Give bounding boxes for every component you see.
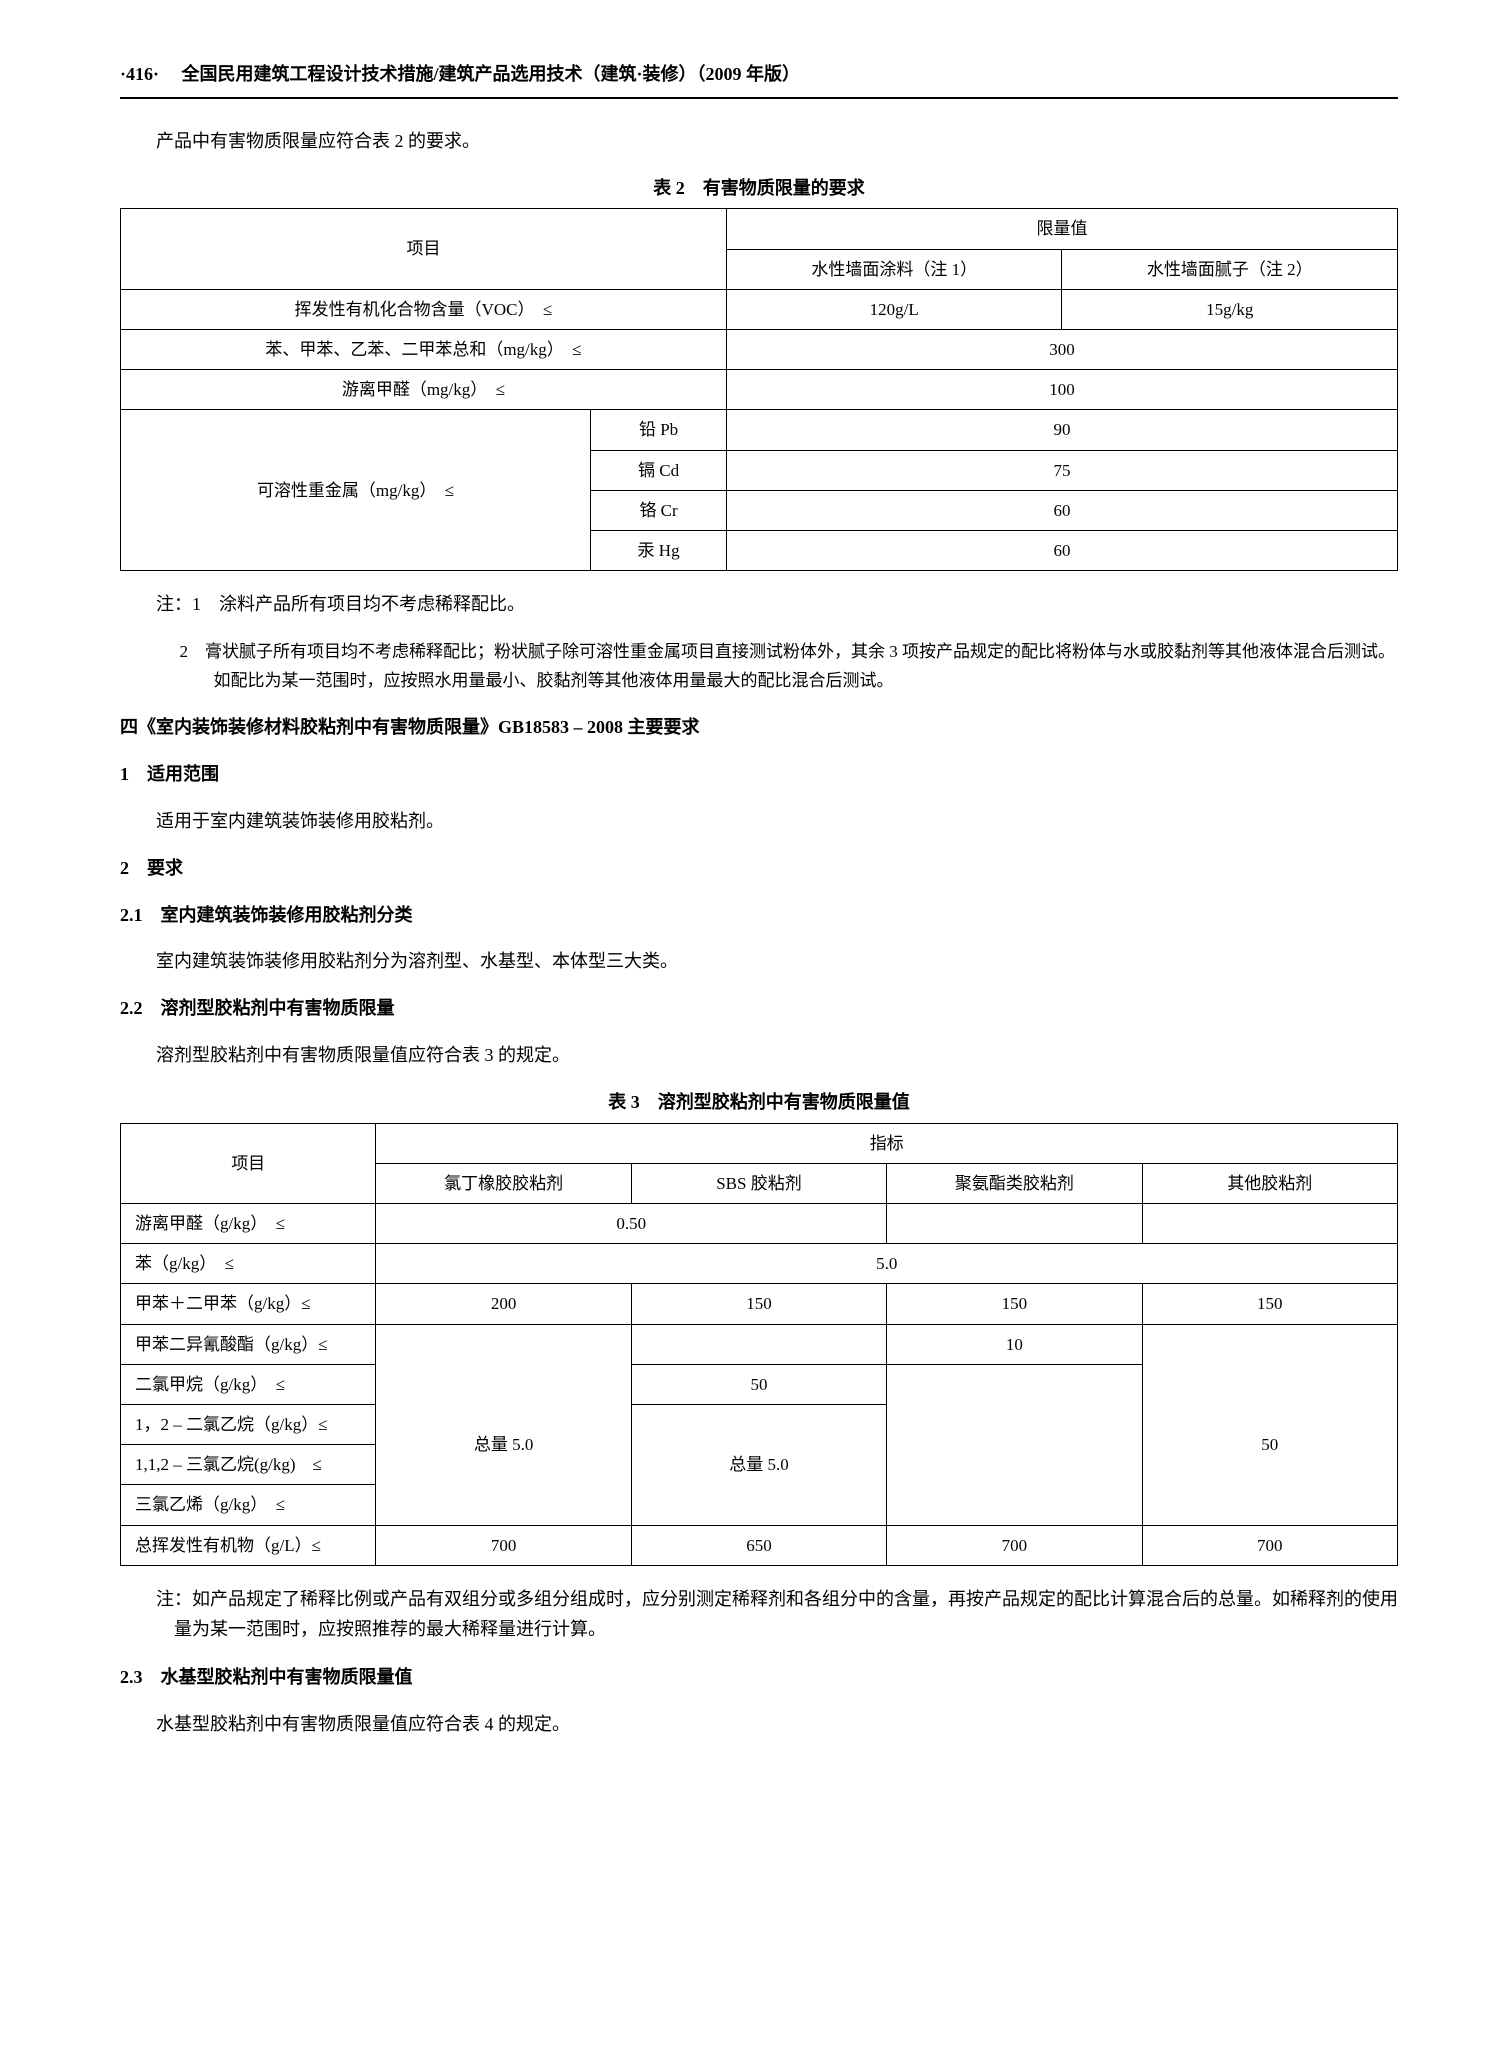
t3-r4-3: 10 [887,1324,1142,1364]
t2-r2-label: 苯、甲苯、乙苯、二甲苯总和（mg/kg） ≤ [121,329,727,369]
table2-caption: 表 2 有害物质限量的要求 [120,174,1398,203]
t2-r3-label: 游离甲醛（mg/kg） ≤ [121,370,727,410]
t3-r8-label: 三氯乙烯（g/kg） ≤ [121,1485,376,1525]
t2-r1-label: 挥发性有机化合物含量（VOC） ≤ [121,289,727,329]
t2-r4d-v: 60 [726,530,1397,570]
sec4-h1: 1 适用范围 [120,760,1398,789]
t2-r4a-name: 铅 Pb [591,410,727,450]
t2-col2: 水性墙面腻子（注 2） [1062,249,1398,289]
t2-head-item: 项目 [121,209,727,289]
sec4-h2-2: 2.2 溶剂型胶粘剂中有害物质限量 [120,994,1398,1023]
t3-note: 注：如产品规定了稀释比例或产品有双组分或多组分组成时，应分别测定稀释剂和各组分中… [156,1584,1398,1645]
sec2-3-h: 2.3 水基型胶粘剂中有害物质限量值 [120,1663,1398,1692]
t3-r9-4: 700 [1142,1525,1397,1565]
intro-paragraph: 产品中有害物质限量应符合表 2 的要求。 [120,127,1398,156]
t2-col1: 水性墙面涂料（注 1） [726,249,1062,289]
table3: 项目 指标 氯丁橡胶胶粘剂 SBS 胶粘剂 聚氨酯类胶粘剂 其他胶粘剂 游离甲醛… [120,1123,1398,1566]
t3-grp-a: 总量 5.0 [376,1364,631,1525]
sec2-3-body: 水基型胶粘剂中有害物质限量值应符合表 4 的规定。 [120,1710,1398,1739]
section-4-title: 四《室内装饰装修材料胶粘剂中有害物质限量》GB18583 – 2008 主要要求 [120,713,1398,742]
t3-r3-label: 甲苯＋二甲苯（g/kg）≤ [121,1284,376,1324]
t3-r1-label: 游离甲醛（g/kg） ≤ [121,1204,376,1244]
t3-head-index: 指标 [376,1123,1398,1163]
t3-r9-3: 700 [887,1525,1142,1565]
t3-r9-1: 700 [376,1525,631,1565]
t3-r9-label: 总挥发性有机物（g/L）≤ [121,1525,376,1565]
t3-r4-blank4 [1142,1324,1397,1364]
sec4-h1-body: 适用于室内建筑装饰装修用胶粘剂。 [120,807,1398,836]
t3-r6-label: 1，2 – 二氯乙烷（g/kg）≤ [121,1404,376,1444]
t2-r2-v: 300 [726,329,1397,369]
t2-note1: 注：1 涂料产品所有项目均不考虑稀释配比。 [156,589,1398,620]
t2-r4a-v: 90 [726,410,1397,450]
t3-grp-c: 50 [1142,1364,1397,1525]
t3-r3-1: 200 [376,1284,631,1324]
book-title: 全国民用建筑工程设计技术措施/建筑产品选用技术（建筑·装修）（2009 年版） [182,64,801,84]
t3-r7-label: 1,1,2 – 三氯乙烷(g/kg) ≤ [121,1445,376,1485]
t3-r1-blank3 [887,1204,1142,1244]
t3-r2-label: 苯（g/kg） ≤ [121,1244,376,1284]
t2-r1-v2: 15g/kg [1062,289,1398,329]
page-header: ·416· 全国民用建筑工程设计技术措施/建筑产品选用技术（建筑·装修）（200… [120,60,1398,89]
t3-grp-b: 总量 5.0 [631,1404,886,1525]
t3-grp-blank3 [887,1364,1142,1525]
sec4-h2-2-body: 溶剂型胶粘剂中有害物质限量值应符合表 3 的规定。 [120,1041,1398,1070]
t2-r4-group: 可溶性重金属（mg/kg） ≤ [121,410,591,571]
table3-caption: 表 3 溶剂型胶粘剂中有害物质限量值 [120,1088,1398,1117]
t3-r3-2: 150 [631,1284,886,1324]
header-rule [120,97,1398,99]
t3-c1: 氯丁橡胶胶粘剂 [376,1163,631,1203]
sec4-h2: 2 要求 [120,854,1398,883]
t3-head-item: 项目 [121,1123,376,1203]
t2-r4b-name: 镉 Cd [591,450,727,490]
t3-r3-4: 150 [1142,1284,1397,1324]
t3-r2-v: 5.0 [376,1244,1398,1284]
t3-r1-blank4 [1142,1204,1397,1244]
t3-r4-blank2 [631,1324,886,1364]
t2-r4c-v: 60 [726,490,1397,530]
t2-r4d-name: 汞 Hg [591,530,727,570]
t2-r4c-name: 铬 Cr [591,490,727,530]
sec4-h2-1-body: 室内建筑装饰装修用胶粘剂分为溶剂型、水基型、本体型三大类。 [120,947,1398,976]
t3-r4-label: 甲苯二异氰酸酯（g/kg）≤ [121,1324,376,1364]
sec4-h2-1: 2.1 室内建筑装饰装修用胶粘剂分类 [120,901,1398,930]
t3-r9-2: 650 [631,1525,886,1565]
t2-head-limit: 限量值 [726,209,1397,249]
page-number: ·416· [120,64,159,84]
t3-r1-v: 0.50 [376,1204,887,1244]
t3-r5-2: 50 [631,1364,886,1404]
table2: 项目 限量值 水性墙面涂料（注 1） 水性墙面腻子（注 2） 挥发性有机化合物含… [120,208,1398,571]
t3-c2: SBS 胶粘剂 [631,1163,886,1203]
t3-c4: 其他胶粘剂 [1142,1163,1397,1203]
t2-r3-v: 100 [726,370,1397,410]
t3-r4-blank1 [376,1324,631,1364]
t2-r4b-v: 75 [726,450,1397,490]
t2-note2: 2 膏状腻子所有项目均不考虑稀释配比；粉状腻子除可溶性重金属项目直接测试粉体外，… [180,638,1399,696]
t3-r3-3: 150 [887,1284,1142,1324]
t3-r5-label: 二氯甲烷（g/kg） ≤ [121,1364,376,1404]
t3-c3: 聚氨酯类胶粘剂 [887,1163,1142,1203]
t2-r1-v1: 120g/L [726,289,1062,329]
